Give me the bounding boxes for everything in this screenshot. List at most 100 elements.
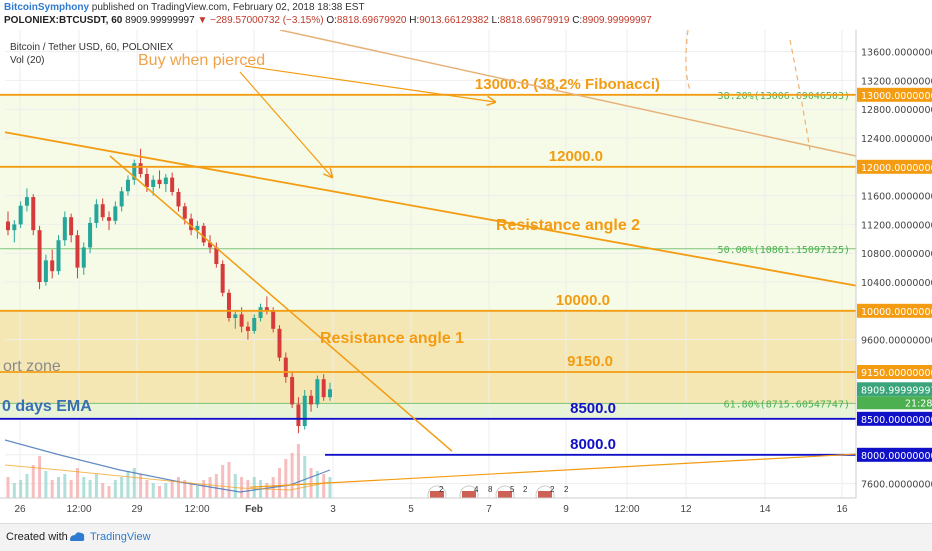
y-tick-label-7: 10400.00000000 bbox=[861, 278, 932, 289]
buy-arrow-2 bbox=[239, 71, 332, 177]
price-tag-sub-label-4: 21:28 bbox=[905, 398, 932, 409]
candle-body-30 bbox=[195, 225, 200, 231]
x-tick-label-10: 12 bbox=[680, 504, 692, 515]
event-count-3: 5 bbox=[510, 485, 515, 494]
candle-body-50 bbox=[321, 379, 326, 398]
volume-bar-26 bbox=[170, 480, 174, 498]
price-tag-bg-3 bbox=[857, 365, 932, 379]
volume-bar-21 bbox=[139, 474, 143, 498]
high-label: H: bbox=[409, 15, 420, 26]
event-count-1: 4 bbox=[474, 485, 479, 494]
low-label: L: bbox=[491, 15, 500, 26]
candle-body-36 bbox=[233, 314, 238, 318]
x-tick-label-1: 12:00 bbox=[66, 504, 91, 515]
candle-body-47 bbox=[302, 395, 307, 426]
resistance-angle-1-line bbox=[109, 155, 453, 452]
created-with-text: Created with bbox=[6, 531, 68, 543]
legend-volume: Vol (20) bbox=[10, 55, 44, 66]
annotation-resistance-angle-1: Resistance angle 1 bbox=[320, 330, 464, 347]
level-label-4: 8500.0 bbox=[570, 400, 616, 417]
x-tick-label-7: 7 bbox=[486, 504, 492, 515]
candle-body-12 bbox=[81, 247, 86, 268]
candle-body-51 bbox=[328, 389, 332, 398]
volume-ema-line bbox=[4, 464, 331, 491]
candle-body-3 bbox=[24, 197, 29, 206]
x-tick-label-4: Feb bbox=[245, 504, 263, 515]
candle-body-41 bbox=[264, 307, 269, 311]
fibonacci-label-0: 38.20%(13006.69046503) bbox=[718, 91, 850, 102]
volume-bar-30 bbox=[195, 486, 199, 498]
price-tag-label-2: 10000.00000000 bbox=[861, 307, 932, 318]
candle-body-18 bbox=[119, 191, 124, 207]
tradingview-brand-link[interactable]: TradingView bbox=[90, 531, 151, 543]
volume-bar-2 bbox=[19, 480, 23, 498]
tradingview-logo-icon bbox=[70, 532, 85, 541]
level-label-1: 12000.0 bbox=[549, 148, 603, 165]
level-label-3: 9150.0 bbox=[567, 353, 613, 370]
price-tag-bg-6 bbox=[857, 447, 932, 462]
buy-arrow-1 bbox=[244, 65, 495, 102]
volume-bar-13 bbox=[88, 480, 92, 498]
volume-bar-43 bbox=[277, 468, 281, 498]
candle-body-34 bbox=[220, 264, 225, 293]
volume-bar-5 bbox=[38, 456, 42, 498]
candle-body-25 bbox=[163, 177, 168, 185]
fibonacci-band-upper bbox=[0, 94, 856, 311]
legend-title: Bitcoin / Tether USD, 60, POLONIEX bbox=[10, 42, 174, 53]
price-chart[interactable]: 38.20%(13006.69046503) 50.00%(10861.15097… bbox=[0, 30, 932, 523]
projection-arc bbox=[685, 30, 811, 151]
volume-bar-36 bbox=[233, 474, 237, 498]
level-label-0: 13000.0 (38,2% Fibonacci) bbox=[475, 76, 660, 93]
candle-body-39 bbox=[252, 318, 257, 331]
volume-bar-25 bbox=[164, 483, 168, 498]
candle-body-22 bbox=[144, 174, 149, 187]
candle-body-32 bbox=[208, 242, 213, 248]
publish-info: BitcoinSymphony published on TradingView… bbox=[4, 2, 365, 13]
price-tag-bg-1 bbox=[857, 159, 932, 174]
event-count-4: 2 bbox=[523, 485, 528, 494]
close-value: 8909.99999997 bbox=[582, 15, 652, 26]
symbol-label: POLONIEX:BTCUSDT, 60 bbox=[4, 15, 123, 26]
fibonacci-label-1: 50.00%(10861.15097125) bbox=[718, 245, 850, 256]
event-count-6: 2 bbox=[564, 485, 569, 494]
candle-body-11 bbox=[75, 235, 80, 268]
volume-bar-1 bbox=[12, 483, 16, 498]
price-tag-label-3: 9150.00000000 bbox=[861, 368, 932, 379]
price-tag-label-0: 13000.00000000 bbox=[861, 91, 932, 102]
candle-body-8 bbox=[56, 240, 61, 272]
low-value: 8818.69679919 bbox=[499, 15, 570, 26]
price-tag-sub-bg-4 bbox=[857, 396, 932, 410]
down-arrow-icon: ▼ bbox=[197, 15, 208, 26]
y-tick-label-1: 13200.00000000 bbox=[861, 76, 932, 87]
support-zone-fill bbox=[0, 310, 856, 404]
candle-body-7 bbox=[50, 260, 55, 272]
candle-body-2 bbox=[18, 205, 23, 225]
author-link[interactable]: BitcoinSymphony bbox=[4, 2, 90, 13]
candle-body-10 bbox=[69, 217, 74, 236]
event-flag-stripe-3 bbox=[498, 491, 512, 498]
volume-bar-24 bbox=[158, 486, 162, 498]
x-tick-label-8: 9 bbox=[563, 504, 569, 515]
candle-body-48 bbox=[309, 395, 314, 405]
volume-bar-47 bbox=[303, 456, 307, 498]
event-count-0: 2 bbox=[439, 485, 444, 494]
volume-bar-48 bbox=[309, 468, 313, 498]
volume-bar-16 bbox=[107, 486, 111, 498]
candle-body-28 bbox=[182, 206, 187, 219]
candle-body-5 bbox=[37, 230, 42, 282]
event-flag-stripe-1 bbox=[462, 491, 476, 498]
x-tick-label-3: 12:00 bbox=[184, 504, 209, 515]
candle-body-19 bbox=[125, 179, 130, 192]
candle-body-0 bbox=[6, 221, 10, 231]
price-tag-label-1: 12000.00000000 bbox=[861, 163, 932, 174]
volume-bar-12 bbox=[82, 477, 86, 498]
high-value: 9013.66129382 bbox=[419, 15, 489, 26]
price-tag-bg-4 bbox=[857, 382, 932, 397]
footer-bar: Created with TradingView bbox=[0, 523, 932, 551]
volume-bar-6 bbox=[44, 471, 48, 498]
event-count-5: 2 bbox=[550, 485, 555, 494]
support-trend-line bbox=[249, 453, 857, 488]
annotation-ema: 0 days EMA bbox=[2, 398, 92, 415]
volume-bar-18 bbox=[120, 477, 124, 498]
x-tick-label-5: 3 bbox=[330, 504, 336, 515]
